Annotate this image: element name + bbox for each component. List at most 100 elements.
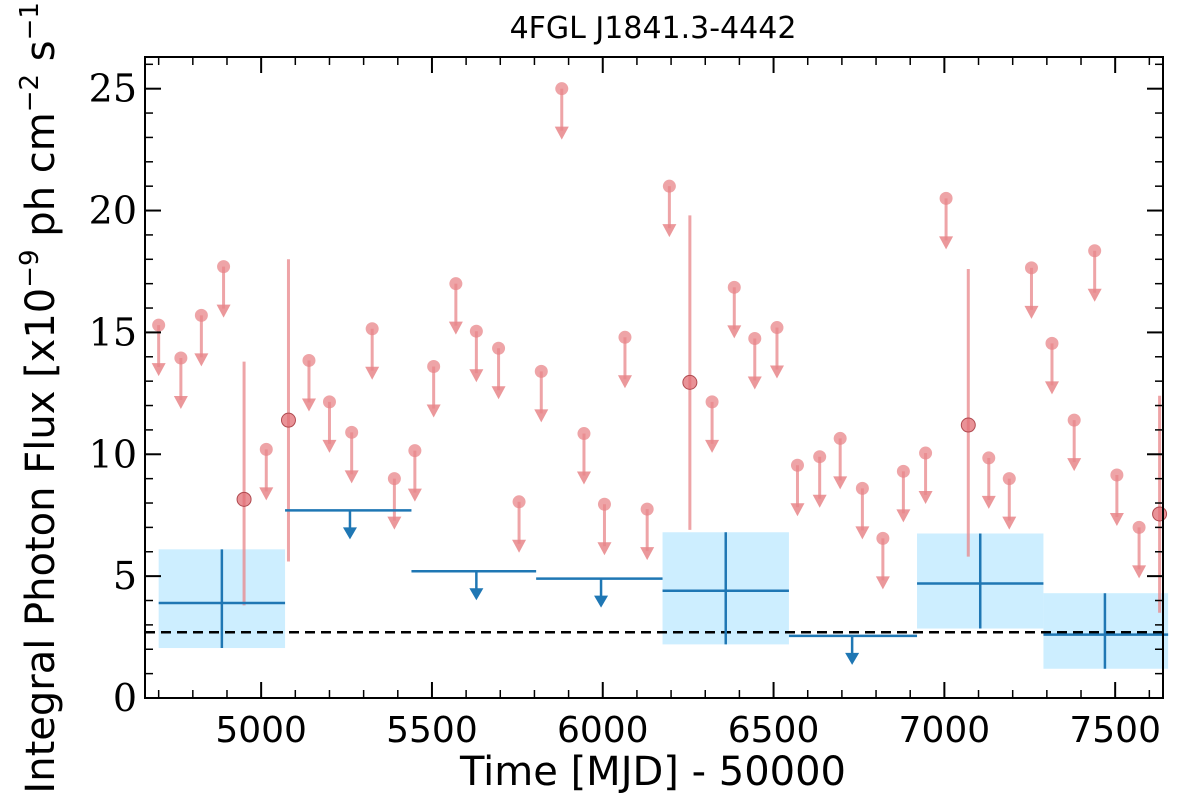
upper-limit-marker xyxy=(469,324,483,338)
detection-marker xyxy=(960,417,976,433)
upper-limit-arrowhead xyxy=(216,304,231,318)
upper-limit-arrowhead xyxy=(407,488,422,502)
upper-limit-arrowhead xyxy=(259,487,274,501)
y-tick-label: 10 xyxy=(89,432,137,476)
detection-marker xyxy=(236,491,252,507)
y-tick-label: 0 xyxy=(113,676,137,720)
upper-limit-marker xyxy=(194,308,208,322)
upper-limit-arrowhead xyxy=(576,471,591,485)
upper-limit-arrowhead xyxy=(301,398,316,412)
upper-limit-marker xyxy=(408,444,422,458)
upper-limit-arrowhead xyxy=(512,539,527,553)
upper-limit-arrowhead xyxy=(705,439,720,453)
upper-limit-marker xyxy=(982,451,996,465)
y-axis-label-end: ] xyxy=(18,0,64,2)
y-axis-label-mid2: s xyxy=(18,40,64,74)
upper-limit-arrowhead xyxy=(939,236,954,250)
upper-limit-marker xyxy=(534,364,548,378)
x-tick-label: 7000 xyxy=(899,710,991,751)
upper-limit-arrowhead xyxy=(617,375,632,389)
upper-limit-arrowhead xyxy=(448,321,463,335)
upper-limit-marker xyxy=(662,179,676,193)
y-axis-label-base: Integral Photon Flux [x10 xyxy=(18,288,64,794)
upper-limit-marker xyxy=(387,472,401,486)
y-axis-label-exp2: −2 xyxy=(15,74,45,112)
axis-ticks xyxy=(145,57,1163,699)
upper-limit-marker xyxy=(345,425,359,439)
upper-limit-arrowhead xyxy=(597,542,612,556)
upper-limit-arrowhead xyxy=(1132,565,1147,579)
upper-limit-marker xyxy=(1088,244,1102,258)
upper-limit-marker xyxy=(1045,336,1059,350)
upper-limit-marker xyxy=(492,341,506,355)
plot-frame xyxy=(144,56,1164,699)
coarse-series xyxy=(158,509,1169,669)
upper-limit-arrowhead xyxy=(1044,381,1059,395)
upper-limit-marker xyxy=(1110,468,1124,482)
y-tick-label: 15 xyxy=(89,310,137,354)
coarse-upper-limit-arrowhead xyxy=(469,588,484,601)
upper-limit-marker xyxy=(855,481,869,495)
upper-limit-arrowhead xyxy=(640,547,655,561)
upper-limit-marker xyxy=(217,260,231,274)
y-axis-label-exp3: −1 xyxy=(15,2,45,40)
coarse-error-bands xyxy=(158,532,1169,669)
upper-limit-arrowhead xyxy=(194,353,209,367)
upper-limit-arrowhead xyxy=(833,476,848,490)
upper-limit-arrowhead xyxy=(769,365,784,379)
coarse-upper-limit-arrowhead xyxy=(594,595,609,608)
upper-limit-arrowhead xyxy=(747,376,762,390)
upper-limit-marker xyxy=(748,332,762,346)
upper-limit-marker xyxy=(1132,520,1146,534)
upper-limit-marker xyxy=(705,395,719,409)
upper-limit-arrowhead xyxy=(1024,305,1039,319)
upper-limit-arrowhead xyxy=(1087,288,1102,302)
upper-limit-arrowhead xyxy=(812,494,827,508)
upper-limit-marker xyxy=(322,395,336,409)
upper-limit-marker xyxy=(919,446,933,460)
chart-title: 4FGL J1841.3-4442 xyxy=(510,11,797,46)
upper-limit-marker xyxy=(555,82,569,96)
upper-limit-arrowhead xyxy=(491,386,506,400)
detection-marker xyxy=(1152,506,1168,522)
upper-limit-arrowhead xyxy=(554,126,569,140)
upper-limit-arrowhead xyxy=(896,509,911,523)
y-axis-label-exp1: −9 xyxy=(15,249,45,287)
y-tick-label: 20 xyxy=(89,189,137,233)
upper-limit-marker xyxy=(577,427,591,441)
upper-limit-marker xyxy=(618,330,632,344)
upper-limit-arrowhead xyxy=(855,526,870,540)
fine-series xyxy=(151,82,1168,613)
upper-limit-arrowhead xyxy=(426,404,441,418)
upper-limit-marker xyxy=(896,464,910,478)
upper-limit-marker xyxy=(770,321,784,335)
y-axis-label-mid: ph cm xyxy=(18,112,64,249)
upper-limit-marker xyxy=(640,502,654,516)
upper-limit-marker xyxy=(259,442,273,456)
upper-limit-marker xyxy=(833,431,847,445)
x-axis-label: Time [MJD] - 50000 xyxy=(459,749,846,795)
detection-marker xyxy=(280,412,296,428)
upper-limit-marker xyxy=(876,531,890,545)
upper-limit-marker xyxy=(302,353,316,367)
x-tick-label: 6500 xyxy=(728,710,820,751)
upper-limit-marker xyxy=(449,277,463,291)
upper-limit-arrowhead xyxy=(344,470,359,484)
upper-limit-marker xyxy=(174,351,188,365)
y-tick-label: 25 xyxy=(89,67,137,111)
x-tick-label: 5500 xyxy=(386,710,478,751)
upper-limit-marker xyxy=(1024,261,1038,275)
upper-limit-arrowhead xyxy=(918,491,933,505)
upper-limit-arrowhead xyxy=(875,576,890,590)
upper-limit-arrowhead xyxy=(662,224,677,238)
upper-limit-marker xyxy=(365,322,379,336)
upper-limit-arrowhead xyxy=(365,366,380,380)
y-axis-label: Integral Photon Flux [x10−9 ph cm−2 s−1] xyxy=(15,0,64,794)
upper-limit-marker xyxy=(727,280,741,294)
x-tick-label: 5000 xyxy=(215,710,307,751)
axis-tick-labels: 5000 5500 6000 6500 7000 7500 0 5 10 15 20 25 xyxy=(89,67,1161,751)
upper-limit-arrowhead xyxy=(387,516,402,530)
upper-limit-marker xyxy=(512,495,526,509)
upper-limit-arrowhead xyxy=(534,409,549,423)
